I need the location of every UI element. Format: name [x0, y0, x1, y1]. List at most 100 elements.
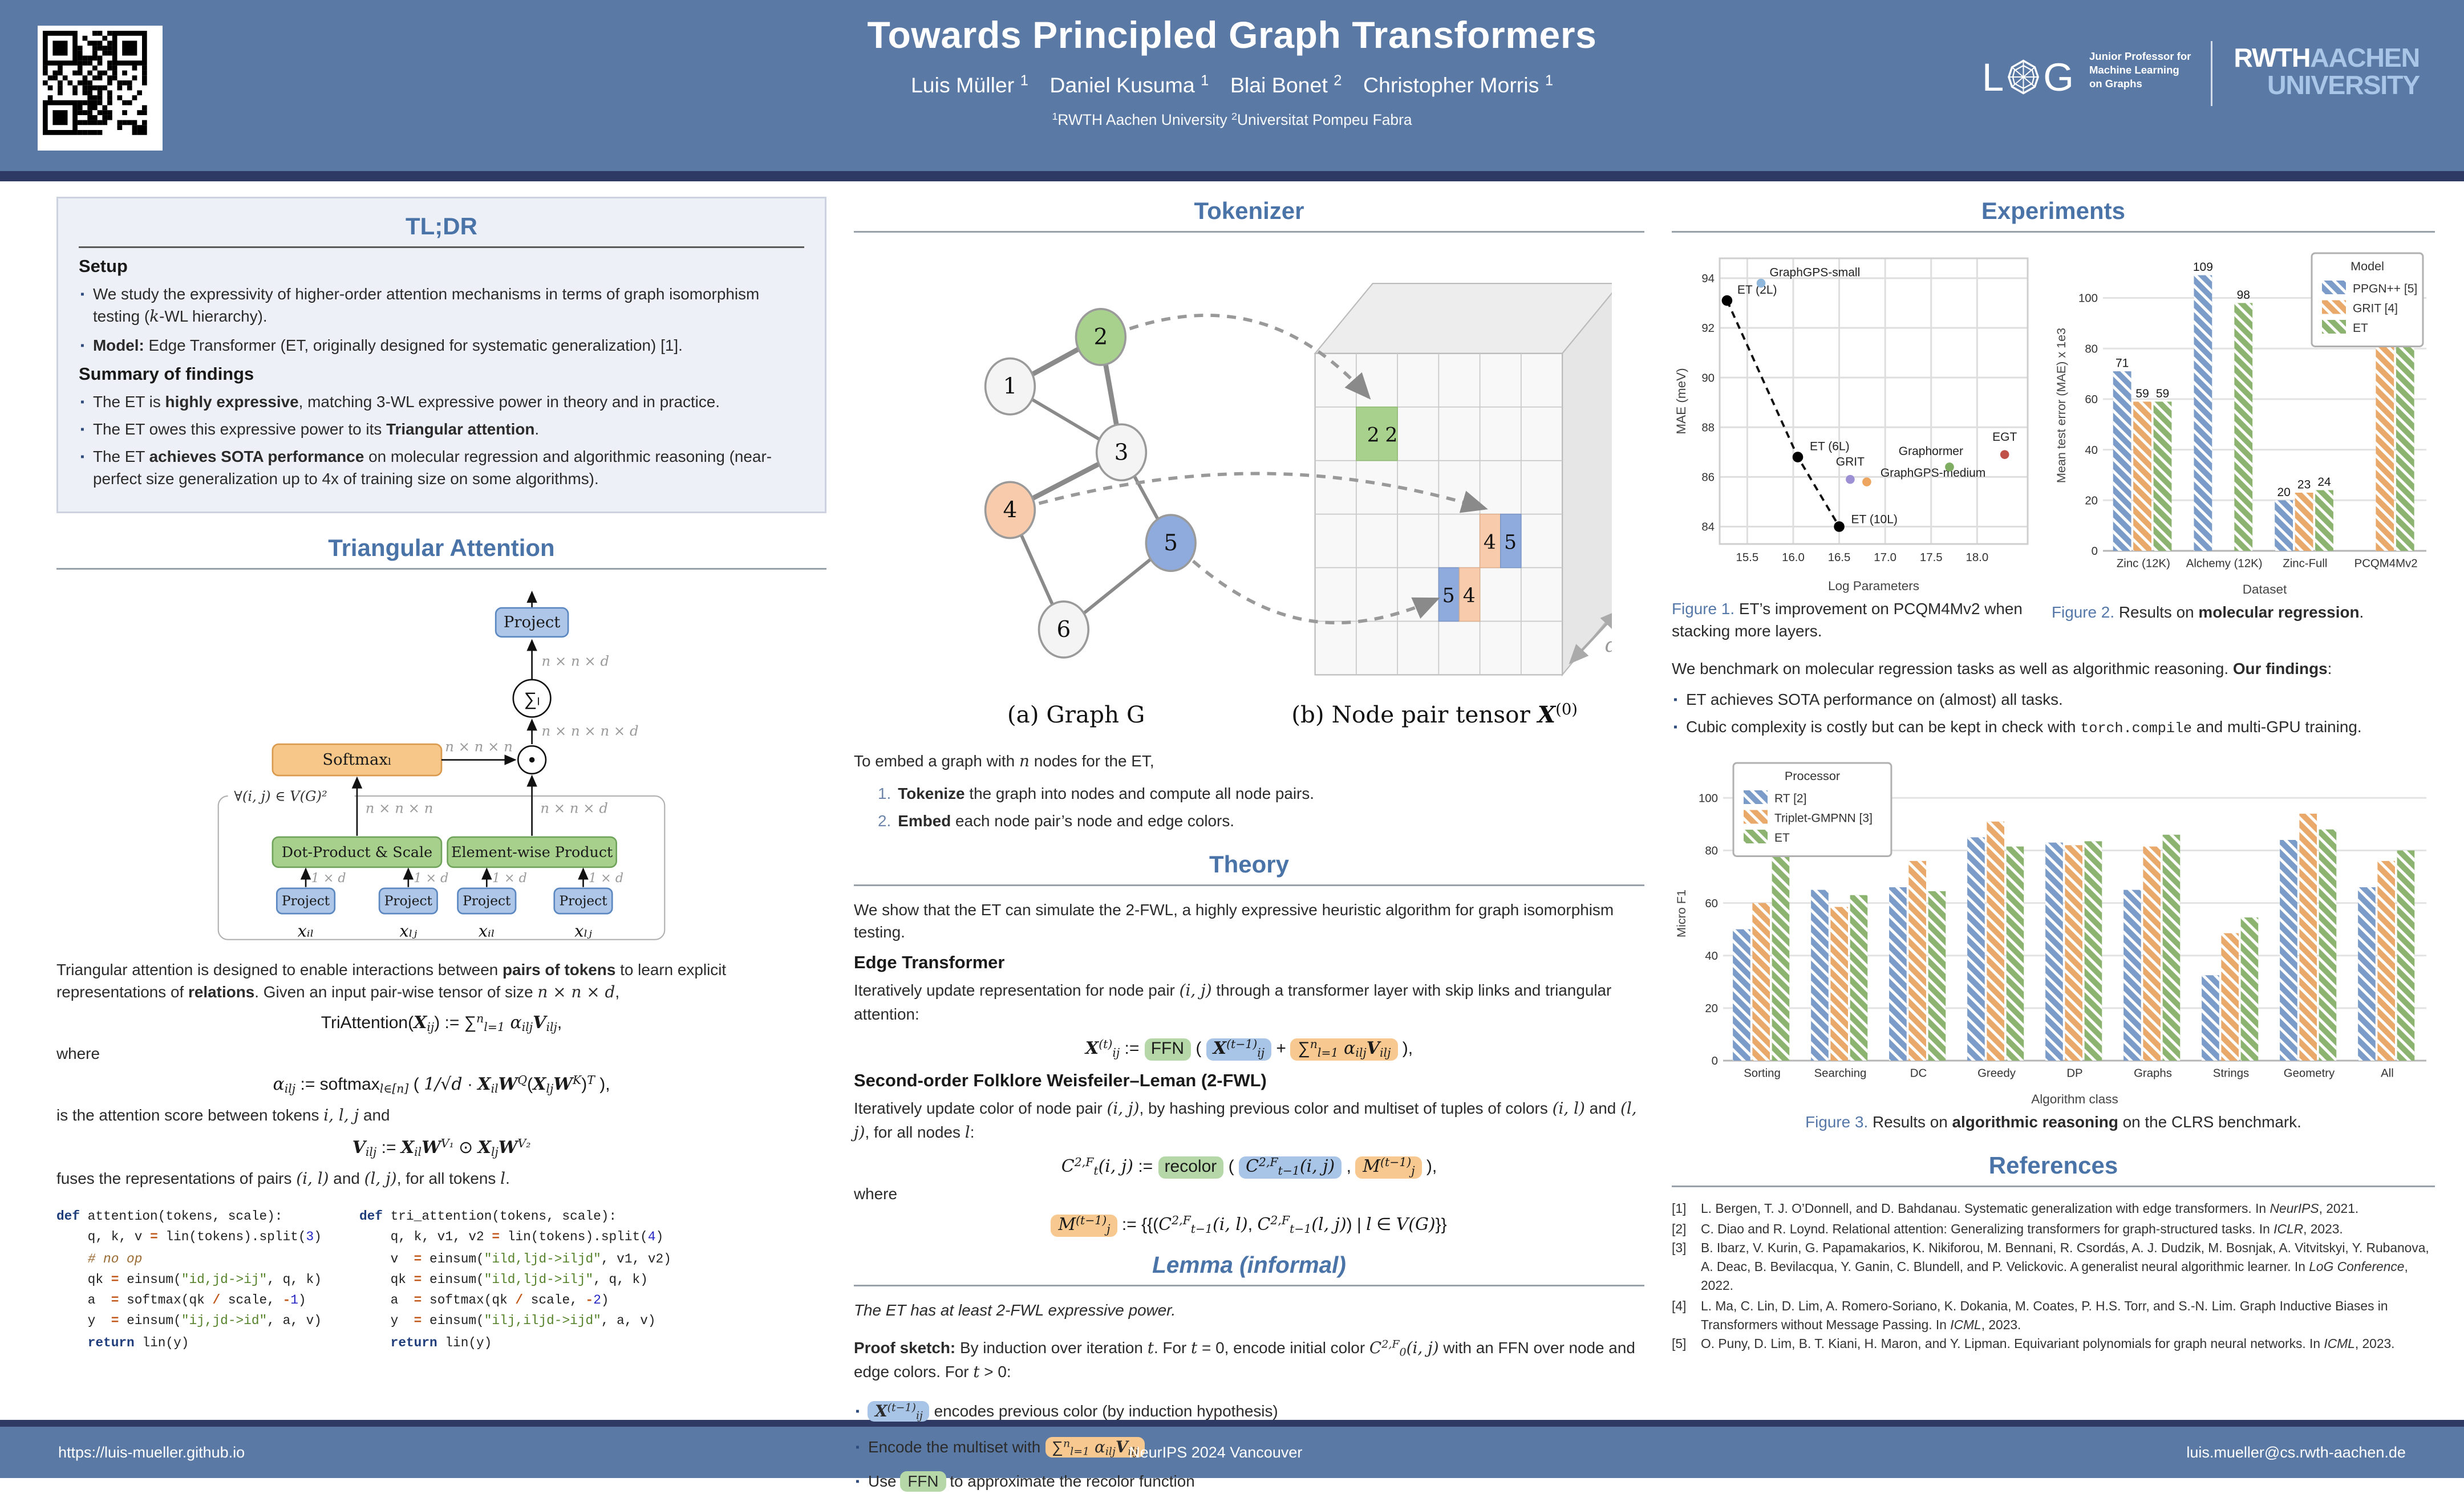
finding-1: The ET is highly expressive, matching 3-…: [92, 394, 720, 412]
svg-text:17.5: 17.5: [1920, 551, 1943, 564]
svg-text:EGT: EGT: [1992, 431, 2017, 444]
dim-label: n × n × d: [542, 652, 610, 669]
log-tagline-3: on Graphs: [2089, 79, 2142, 91]
tensor-depth-label: d: [1605, 634, 1612, 657]
dim-label: n × n × n: [366, 799, 433, 816]
bullet-icon: ▪: [80, 452, 84, 464]
code-line: y = einsum("ij,jd->id", a, v): [56, 1316, 322, 1330]
logos: L G Junior Professor for Machine Learnin…: [1982, 41, 2420, 106]
svg-text:Mean test error (MAE) x 1e3: Mean test error (MAE) x 1e3: [2054, 328, 2068, 483]
findings-heading: Summary of findings: [79, 367, 254, 386]
caption-tensor: (b) Node pair tensor X(0): [1291, 701, 1578, 728]
code-line: return lin(y): [390, 1337, 492, 1351]
reference-item: [5] O. Puny, D. Lim, B. T. Kiani, H. Maro…: [1672, 1337, 2435, 1355]
code-line: a = softmax(qk / scale, -1): [56, 1295, 306, 1309]
figure2-label: Figure 2.: [2052, 604, 2115, 621]
log-logo-l: L: [1981, 55, 2004, 100]
svg-text:Micro F1: Micro F1: [1674, 890, 1688, 938]
dot-product-box-label: Dot-Product & Scale: [282, 843, 432, 860]
fwl-text: Iteratively update color of node pair (i…: [854, 1099, 1637, 1142]
list-item: ▪ The ET achieves SOTA performance on mol…: [79, 446, 804, 490]
code-line: def tri_attention(tokens, scale):: [359, 1211, 617, 1225]
reference-text: O. Puny, D. Lim, B. T. Kiani, H. Maron, …: [1701, 1336, 2395, 1352]
footer-stripe: [0, 1420, 2464, 1427]
list-item: ▪ We study the expressivity of higher-ord…: [79, 284, 804, 330]
svg-text:80: 80: [2085, 343, 2098, 355]
triangular-attention-title: Triangular Attention: [328, 533, 555, 561]
svg-text:109: 109: [2193, 261, 2213, 274]
reference-number: [3]: [1672, 1241, 1687, 1257]
svg-text:Alchemy (12K): Alchemy (12K): [2186, 558, 2263, 570]
theory-intro: We show that the ET can simulate the 2-F…: [854, 902, 1614, 941]
code-line: v = einsum("ild,ljd->iljd", v1, v2): [359, 1253, 671, 1267]
svg-text:Zinc (12K): Zinc (12K): [2117, 558, 2170, 570]
qr-code: [38, 26, 163, 151]
svg-text:Triplet-GMPNN [3]: Triplet-GMPNN [3]: [1774, 812, 1873, 825]
figure3-bar-chart: 0 20 40 60 80 100 Sorting Searching DC Greedy DP Gr…: [1672, 753, 2435, 1109]
tldr-title: TL;DR: [406, 212, 477, 239]
svg-text:20: 20: [2277, 486, 2290, 499]
footer-email-link[interactable]: luis.mueller@cs.rwth-aachen.de: [2186, 1444, 2406, 1461]
svg-text:20: 20: [1705, 1003, 1718, 1016]
svg-text:40: 40: [1705, 951, 1718, 963]
figure3-label: Figure 3.: [1805, 1114, 1869, 1131]
svg-text:71: 71: [2116, 357, 2129, 370]
dim-label: n × n × n: [445, 738, 513, 754]
graph-node-label: 5: [1164, 530, 1178, 556]
input-label: xᵢₗ: [298, 921, 314, 940]
list-item: ▪ Model: Edge Transformer (ET, originally…: [79, 335, 804, 356]
tensor-cell-label: 4: [1463, 584, 1476, 607]
svg-text:88: 88: [1701, 421, 1715, 434]
svg-text:Searching: Searching: [1814, 1067, 1867, 1080]
svg-text:Geometry: Geometry: [2284, 1067, 2335, 1080]
section-rule: [854, 231, 1644, 233]
reference-number: [2]: [1672, 1220, 1687, 1236]
figure1-caption: Figure 1. ET’s improvement on PCQM4Mv2 w…: [1672, 600, 2023, 639]
svg-text:84: 84: [1701, 521, 1715, 534]
code-line: # no op: [87, 1253, 143, 1267]
svg-text:24: 24: [2317, 476, 2331, 489]
setup-heading: Setup: [79, 258, 128, 277]
section-rule: [1672, 231, 2435, 233]
svg-text:Processor: Processor: [1785, 769, 1840, 783]
footer-website-link[interactable]: https://luis-mueller.github.io: [58, 1444, 245, 1461]
svg-text:GraphGPS-medium: GraphGPS-medium: [1881, 466, 1985, 480]
svg-text:59: 59: [2156, 387, 2169, 400]
finding-3: The ET achieves SOTA performance on mole…: [92, 448, 772, 488]
code-line: a = softmax(qk / scale, -2): [359, 1295, 609, 1309]
svg-text:Model: Model: [2350, 259, 2384, 273]
code-block-tri-attention: def tri_attention(tokens, scale): q, k, …: [359, 1208, 671, 1355]
svg-text:20: 20: [2085, 495, 2098, 508]
svg-text:40: 40: [2085, 444, 2098, 457]
experiments-bullet-1: ET achieves SOTA performance on (almost)…: [1685, 691, 2063, 708]
header-stripe: [0, 171, 2464, 181]
sum-node-label: ∑ₗ: [524, 688, 540, 709]
reference-text: B. Ibarz, V. Kurin, G. Papamakarios, K. …: [1701, 1241, 2429, 1293]
step-number: 1.: [878, 785, 891, 802]
graph-node-label: 3: [1115, 440, 1129, 465]
svg-text:15.5: 15.5: [1736, 551, 1759, 564]
figure1-scatter-chart: 15.5 16.0 16.5 17.0 17.5 18.0 84 86 88 90 92 94 Log …: [1672, 246, 2038, 595]
svg-text:GraphGPS-small: GraphGPS-small: [1770, 266, 1861, 279]
svg-text:ET (6L): ET (6L): [1810, 440, 1850, 453]
input-label: xₗⱼ: [400, 921, 418, 940]
list-item: ▪ X(t−1)ij encodes previous color (by ind…: [854, 1400, 1644, 1424]
fwl-heading: Second-order Folklore Weisfeiler–Leman (…: [854, 1072, 1267, 1091]
equation-multiset: M(t−1)j := {{(C2,Ft−1(i, l), C2,Ft−1(l, …: [854, 1215, 1644, 1237]
section-rule: [854, 1285, 1644, 1287]
log-logo-g: G: [2043, 55, 2074, 100]
code-line: qk = einsum("ild,ljd->ilj", q, k): [359, 1274, 648, 1288]
input-label: xₗⱼ: [574, 921, 592, 940]
log-tagline-1: Junior Professor for: [2089, 51, 2191, 63]
step-number: 2.: [878, 811, 891, 829]
svg-text:Graphs: Graphs: [2134, 1067, 2172, 1080]
svg-text:90: 90: [1701, 372, 1715, 384]
svg-text:All: All: [2381, 1067, 2394, 1080]
bullet-icon: ▪: [856, 1406, 860, 1418]
code-line: qk = einsum("id,jd->ij", q, k): [56, 1274, 322, 1288]
column-middle: Tokenizer: [854, 197, 1644, 1493]
list-item: ▪ Use FFN to approximate the recolor func…: [854, 1472, 1644, 1493]
finding-2: The ET owes this expressive power to its…: [92, 421, 540, 439]
poster-footer: https://luis-mueller.github.io NeurIPS 2…: [0, 1427, 2464, 1478]
equation-value: Vilj := XilWV₁ ⊙ XljWV₂: [352, 1137, 531, 1160]
